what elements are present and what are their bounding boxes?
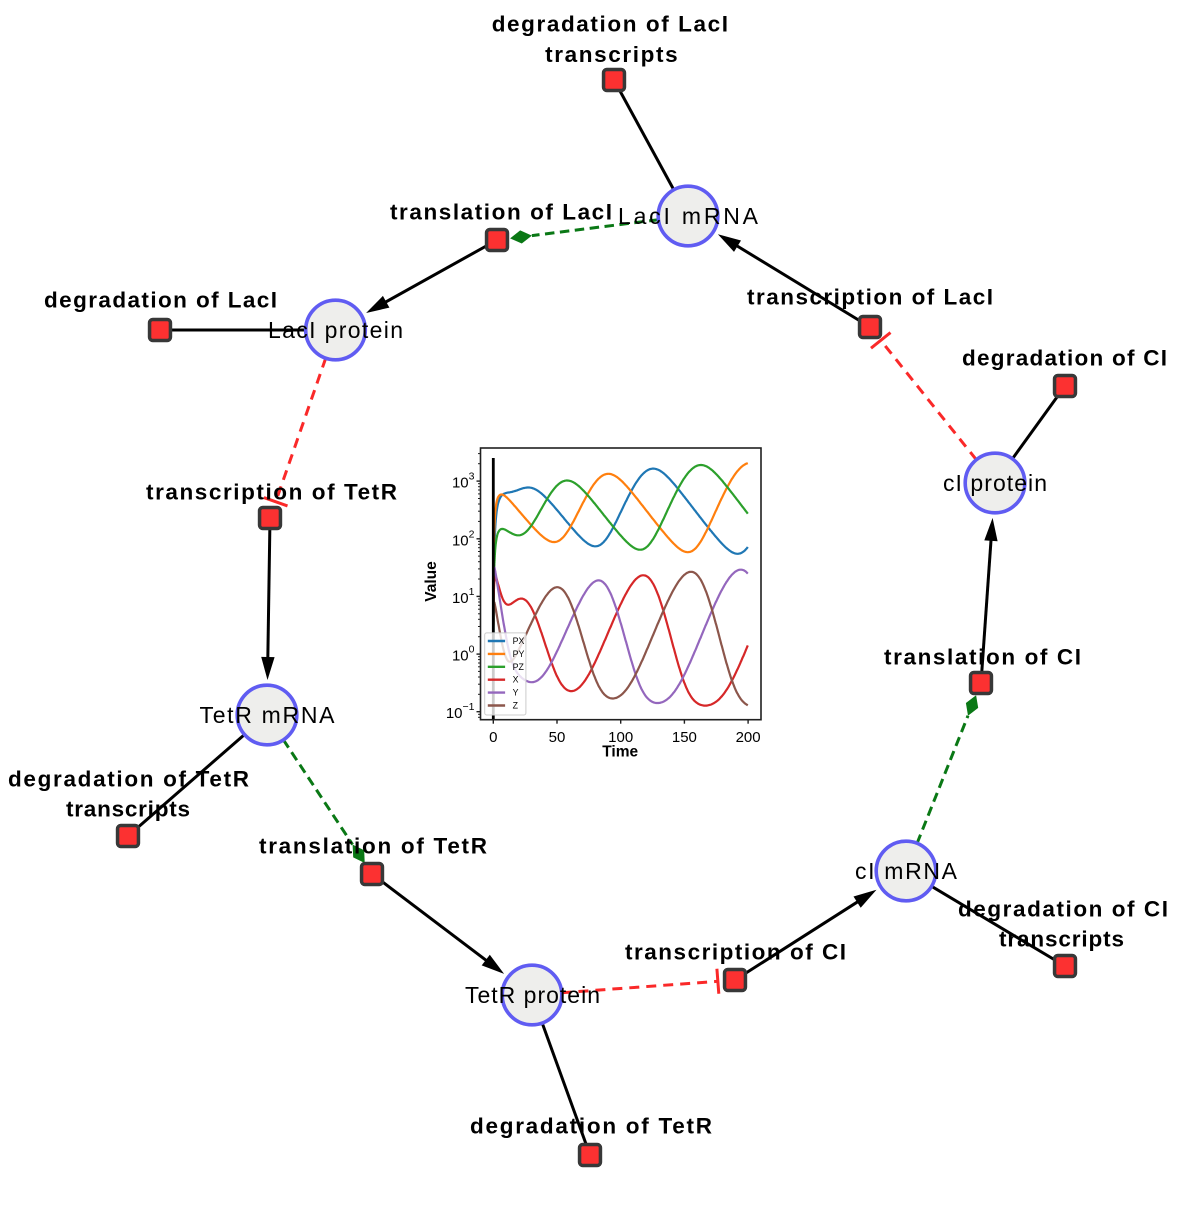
svg-text:degradation of LacI: degradation of LacI <box>492 12 728 37</box>
svg-text:PX: PX <box>513 636 525 646</box>
svg-text:PZ: PZ <box>513 662 525 672</box>
svg-text:transcripts: transcripts <box>66 797 190 822</box>
svg-text:200: 200 <box>736 729 761 746</box>
svg-text:degradation of TetR: degradation of TetR <box>8 767 249 792</box>
svg-text:LacI protein: LacI protein <box>268 317 403 343</box>
svg-text:Time: Time <box>602 744 638 761</box>
svg-text:degradation of CI: degradation of CI <box>958 897 1168 922</box>
svg-text:100: 100 <box>608 729 633 746</box>
svg-text:transcription of TetR: transcription of TetR <box>146 480 397 505</box>
svg-text:Value: Value <box>423 561 440 602</box>
svg-text:transcripts: transcripts <box>999 927 1124 952</box>
svg-text:PY: PY <box>513 649 525 659</box>
svg-text:cI protein: cI protein <box>943 470 1047 496</box>
svg-text:Z: Z <box>513 701 519 711</box>
svg-text:degradation of TetR: degradation of TetR <box>470 1114 712 1139</box>
svg-text:X: X <box>513 675 519 685</box>
svg-text:degradation of CI: degradation of CI <box>962 346 1167 371</box>
svg-text:LacI mRNA: LacI mRNA <box>618 203 759 229</box>
svg-text:TetR protein: TetR protein <box>465 982 600 1008</box>
svg-text:translation of TetR: translation of TetR <box>259 834 487 859</box>
svg-text:translation of CI: translation of CI <box>884 645 1081 670</box>
svg-text:Y: Y <box>513 688 519 698</box>
svg-text:transcription of LacI: transcription of LacI <box>747 285 993 310</box>
svg-text:transcription of CI: transcription of CI <box>625 940 846 965</box>
svg-text:50: 50 <box>549 729 566 746</box>
svg-text:translation of LacI: translation of LacI <box>390 200 612 225</box>
svg-text:0: 0 <box>489 729 497 746</box>
svg-text:degradation of LacI: degradation of LacI <box>44 288 277 313</box>
svg-text:150: 150 <box>672 729 697 746</box>
svg-text:cI mRNA: cI mRNA <box>855 858 958 884</box>
svg-text:TetR mRNA: TetR mRNA <box>200 702 336 728</box>
svg-text:transcripts: transcripts <box>545 42 678 67</box>
